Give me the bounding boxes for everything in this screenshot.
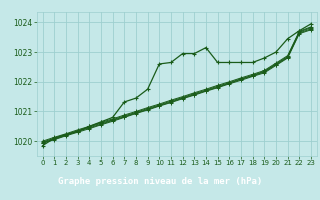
- Text: Graphe pression niveau de la mer (hPa): Graphe pression niveau de la mer (hPa): [58, 178, 262, 186]
